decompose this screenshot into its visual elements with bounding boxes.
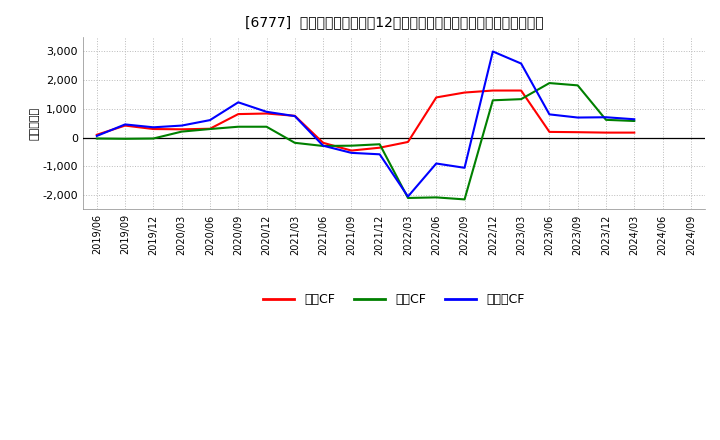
フリCF (177, 123, 186, 128)
投賀CF (375, 142, 384, 147)
営業CF (347, 148, 356, 153)
投賀CF (347, 143, 356, 148)
投賀CF (177, 129, 186, 134)
フリCF (630, 117, 639, 122)
フリCF (149, 125, 158, 130)
投賀CF (149, 136, 158, 141)
営業CF (517, 88, 526, 93)
投賀CF (545, 81, 554, 86)
投賀CF (290, 140, 299, 146)
フリCF (432, 161, 441, 166)
フリCF (206, 117, 215, 123)
営業CF (432, 95, 441, 100)
フリCF (573, 115, 582, 120)
投賀CF (121, 136, 130, 141)
営業CF (121, 123, 130, 128)
営業CF (206, 126, 215, 132)
Y-axis label: （百万円）: （百万円） (30, 107, 40, 140)
営業CF (630, 130, 639, 135)
投賀CF (319, 143, 328, 149)
営業CF (319, 140, 328, 146)
Title: [6777]  キャッシュフローの12か月移動合計の対前年同期増減額の推移: [6777] キャッシュフローの12か月移動合計の対前年同期増減額の推移 (245, 15, 543, 29)
投賀CF (92, 136, 101, 141)
投賀CF (517, 96, 526, 102)
投賀CF (460, 197, 469, 202)
投賀CF (488, 98, 497, 103)
投賀CF (432, 195, 441, 200)
営業CF (404, 139, 413, 145)
投賀CF (630, 118, 639, 124)
営業CF (290, 113, 299, 118)
フリCF (234, 100, 243, 105)
営業CF (602, 130, 611, 135)
フリCF (121, 122, 130, 127)
営業CF (92, 132, 101, 137)
フリCF (375, 152, 384, 157)
営業CF (573, 129, 582, 135)
投賀CF (206, 126, 215, 132)
営業CF (149, 126, 158, 132)
フリCF (319, 143, 328, 148)
投賀CF (262, 124, 271, 129)
営業CF (460, 90, 469, 95)
フリCF (460, 165, 469, 170)
Line: 営業CF: 営業CF (96, 91, 634, 150)
フリCF (602, 114, 611, 120)
フリCF (290, 114, 299, 119)
営業CF (234, 111, 243, 117)
営業CF (488, 88, 497, 93)
投賀CF (602, 117, 611, 122)
フリCF (262, 109, 271, 114)
Legend: 営業CF, 投賀CF, フリーCF: 営業CF, 投賀CF, フリーCF (258, 288, 529, 311)
営業CF (375, 145, 384, 150)
投賀CF (573, 83, 582, 88)
フリCF (92, 133, 101, 139)
Line: フリCF: フリCF (96, 51, 634, 197)
営業CF (177, 127, 186, 132)
投賀CF (234, 124, 243, 129)
Line: 投賀CF: 投賀CF (96, 83, 634, 199)
フリCF (545, 112, 554, 117)
フリCF (488, 49, 497, 54)
営業CF (262, 111, 271, 116)
フリCF (404, 194, 413, 199)
投賀CF (404, 195, 413, 201)
フリCF (347, 150, 356, 155)
営業CF (545, 129, 554, 135)
フリCF (517, 61, 526, 66)
